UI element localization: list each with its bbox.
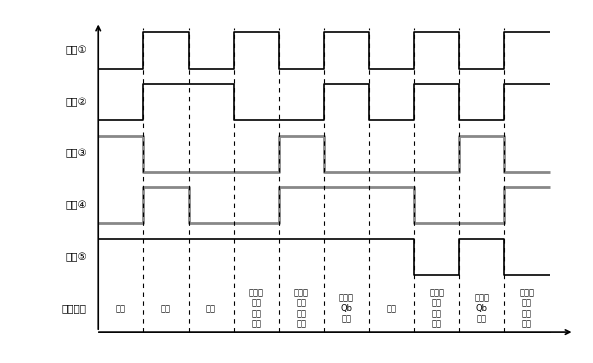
Text: 故障：
Qb
开路: 故障： Qb 开路 [339,294,354,323]
Text: 信号④: 信号④ [65,200,87,210]
Text: 故障：
制动
电阻
开路: 故障： 制动 电阻 开路 [294,288,309,329]
Text: 信号③: 信号③ [65,148,87,159]
Text: 正常: 正常 [116,304,126,313]
Text: 故障：
检测
电路
故障: 故障： 检测 电路 故障 [519,288,534,329]
Text: 正常: 正常 [387,304,397,313]
Text: 正常: 正常 [161,304,171,313]
Text: 信号②: 信号② [65,97,87,107]
Text: 故障：
驱动
信号
丢失: 故障： 驱动 信号 丢失 [248,288,264,329]
Text: 故障：
Qb
短路: 故障： Qb 短路 [474,294,489,323]
Text: 信号⑤: 信号⑤ [65,252,87,262]
Text: 正常: 正常 [206,304,216,313]
Text: 故障：
制动
电阻
短路: 故障： 制动 电阻 短路 [429,288,444,329]
Text: 信号①: 信号① [65,45,87,56]
Text: 故障类型: 故障类型 [62,303,87,313]
